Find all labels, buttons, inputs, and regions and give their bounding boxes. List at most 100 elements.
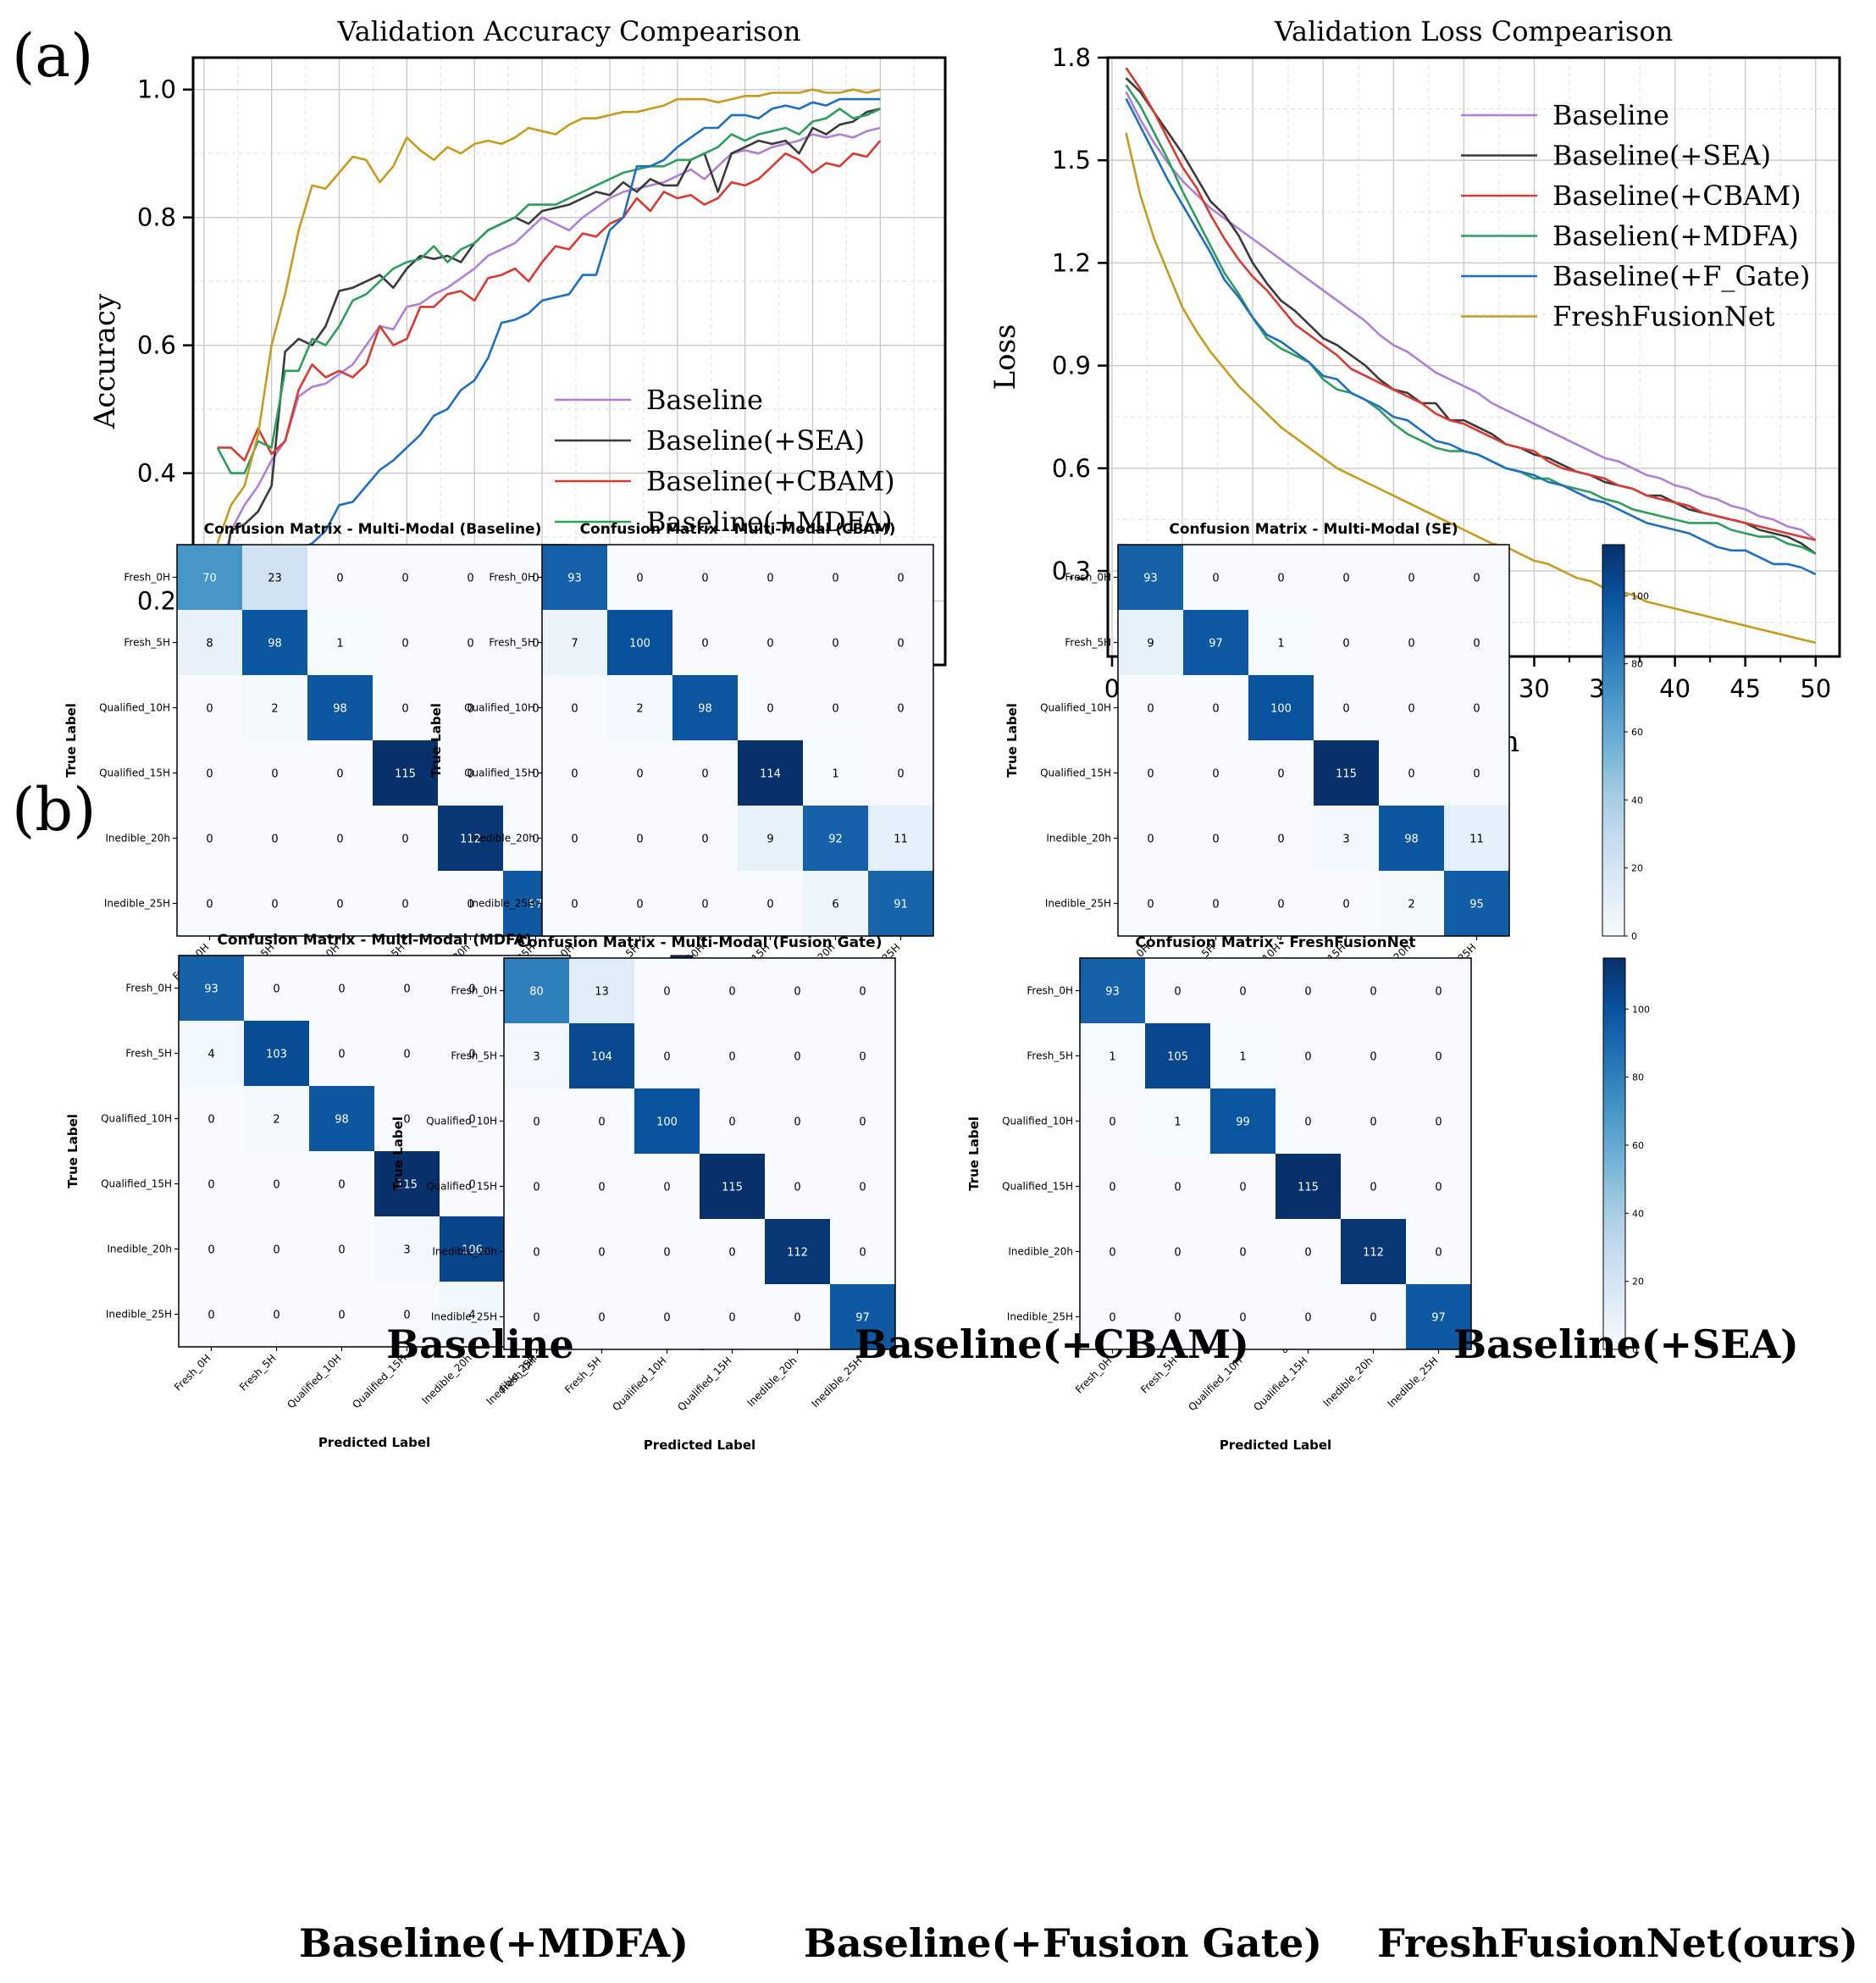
- cm-2-cell: [803, 806, 869, 872]
- cm-4-ytick-label: Inedible_20h: [107, 1244, 172, 1255]
- cm-3-cell-value: 11: [1469, 834, 1484, 846]
- cm-6-cell-value: 1: [1239, 1051, 1246, 1064]
- cm-2-cell-value: 0: [766, 638, 773, 651]
- cm-5-cell-value: 0: [598, 1247, 605, 1260]
- cm-1-cell: [438, 545, 504, 611]
- cm-6-cell-value: 0: [1174, 1247, 1181, 1260]
- cm-3-cell: [1444, 610, 1510, 676]
- cm-3-ytick-label: Inedible_20h: [1046, 833, 1111, 845]
- cm-2-cell-value: 0: [701, 899, 708, 911]
- cm-3-cell-value: 98: [1404, 834, 1419, 846]
- cm-2-cell: [868, 806, 934, 872]
- cm-2-cell-value: 9: [766, 834, 773, 846]
- cm-6-cell: [1145, 1219, 1211, 1285]
- cm-2-cell: [738, 545, 804, 611]
- cm-4-cell-value: 0: [338, 1244, 345, 1257]
- cm-6-cell-value: 0: [1304, 1312, 1311, 1325]
- cm-6-cell-value: 0: [1109, 1247, 1115, 1260]
- line-chart-2-legend-label-freshfusionnet: FreshFusionNet: [1552, 301, 1775, 333]
- cm-2-cell: [868, 871, 934, 937]
- cm-5-cell-value: 104: [591, 1051, 612, 1064]
- line-chart-2-ytick-label: 0.9: [1052, 352, 1091, 380]
- cm-5-cell-value: 100: [656, 1116, 678, 1129]
- cm-4-cell-value: 3: [403, 1244, 410, 1257]
- cm-3-cell: [1183, 740, 1249, 806]
- line-chart-2-series-baseline: [1125, 91, 1817, 541]
- cm-6-ylabel: True Label: [966, 1116, 982, 1191]
- cm-1-cell-value: 0: [206, 834, 213, 846]
- cm-4-cell-value: 0: [403, 1114, 410, 1127]
- cm-4-cell: [179, 1216, 245, 1282]
- cm-1-cell: [177, 610, 243, 676]
- cm-3-cell-value: 0: [1147, 899, 1154, 911]
- line-chart-1-ytick-label: 0.6: [137, 331, 176, 360]
- line-chart-2-legend-label-baseline-sea: Baseline(+SEA): [1552, 140, 1771, 172]
- cm-1-cell: [307, 545, 374, 611]
- cm-5-cell: [504, 1284, 570, 1350]
- cm-6-cell-value: 0: [1370, 1182, 1376, 1194]
- cm-1-cell: [242, 740, 308, 806]
- cm-3-colorbar: [1602, 544, 1625, 937]
- cm-6-cell: [1276, 1023, 1342, 1089]
- cm-3-cell-value: 0: [1212, 834, 1219, 846]
- cm-3-cell: [1248, 871, 1314, 937]
- cm-5-xtick-label: Qualified_15H: [675, 1354, 733, 1413]
- cm-4-xtick-label: Fresh_5H: [237, 1352, 279, 1393]
- cm-3-cell-value: 2: [1408, 899, 1414, 911]
- cm-6-cell-value: 0: [1435, 1116, 1442, 1129]
- cm-6-cell-value: 0: [1109, 1182, 1115, 1194]
- cm-1-cell: [438, 610, 504, 676]
- cm-6-cell-value: 0: [1304, 1247, 1311, 1260]
- cm-5-cell: [765, 1154, 831, 1220]
- cm-3-cell-value: 0: [1277, 834, 1284, 846]
- cm-2-cell-value: 0: [766, 703, 773, 716]
- cm-3-ytick-label: Qualified_10H: [1040, 702, 1111, 714]
- cm-3-cell: [1183, 610, 1249, 676]
- cm-4-cell: [244, 1086, 310, 1152]
- cm-6-cell-value: 0: [1109, 1116, 1115, 1129]
- line-chart-2-title: Validation Loss Compearison: [1274, 15, 1673, 47]
- cm-6-cell: [1080, 1088, 1146, 1155]
- cm-5-ylabel: True Label: [390, 1116, 406, 1191]
- cm-5-cell: [569, 958, 635, 1024]
- cm-3-cell-value: 115: [1336, 768, 1357, 781]
- cm-2-frame: [541, 544, 934, 937]
- cm-1-cell-value: 0: [206, 703, 213, 716]
- cm-6-cell: [1406, 1284, 1472, 1350]
- cm-1-cell: [307, 675, 374, 741]
- cm-4-cell-value: 0: [468, 1049, 475, 1061]
- line-chart-1-legend-label-baseline-sea: Baseline(+SEA): [646, 424, 865, 457]
- cm-4-cell: [179, 1021, 245, 1087]
- cm-1-cell-value: 0: [532, 573, 539, 585]
- cm-1-title: Confusion Matrix - Multi-Modal (Baseline…: [204, 521, 542, 538]
- cm-2-ytick-label: Fresh_5H: [489, 637, 535, 649]
- cm-5-cell: [634, 1154, 700, 1220]
- cm-3-colorbar-label: 100: [1631, 590, 1649, 601]
- cm-1-ytick-label: Inedible_25H: [104, 898, 170, 910]
- cm-4-cell: [179, 1282, 245, 1348]
- cm-5-title: Confusion Matrix - Multi-Modal (Fusion G…: [517, 934, 883, 951]
- cm-1-cell: [373, 740, 439, 806]
- cm-3-cell: [1314, 545, 1380, 611]
- cm-6-cell: [1341, 958, 1407, 1024]
- cm-2-ytick-label: Fresh_0H: [489, 572, 535, 584]
- cm-3-cell-value: 0: [1473, 703, 1480, 716]
- cm-3-ytick-label: Fresh_5H: [1065, 637, 1111, 649]
- cm-5-cell-value: 0: [794, 1116, 800, 1129]
- cm-4-cell: [440, 1021, 506, 1087]
- caption-baseline-sea: Baseline(+SEA): [1453, 1321, 1799, 1367]
- cm-5-cell-value: 3: [533, 1051, 540, 1064]
- cm-5-cell-value: 0: [794, 1182, 800, 1194]
- cm-2-cell-value: 2: [636, 703, 643, 716]
- cm-3-cell-value: 0: [1147, 768, 1154, 781]
- cm-4-cell: [244, 1282, 310, 1348]
- cm-3-ytick-label: Fresh_0H: [1065, 572, 1111, 584]
- cm-6-ytick-label: Inedible_25H: [1007, 1311, 1073, 1323]
- line-chart-1-series-baseline-mdfa: [216, 108, 881, 474]
- cm-3-cell: [1444, 545, 1510, 611]
- cm-1-cell: [177, 806, 243, 872]
- cm-5-cell: [765, 958, 831, 1024]
- cm-5-cell-value: 0: [794, 986, 800, 999]
- cm-1-cell-value: 1: [336, 638, 343, 651]
- cm-3-cell: [1379, 675, 1445, 741]
